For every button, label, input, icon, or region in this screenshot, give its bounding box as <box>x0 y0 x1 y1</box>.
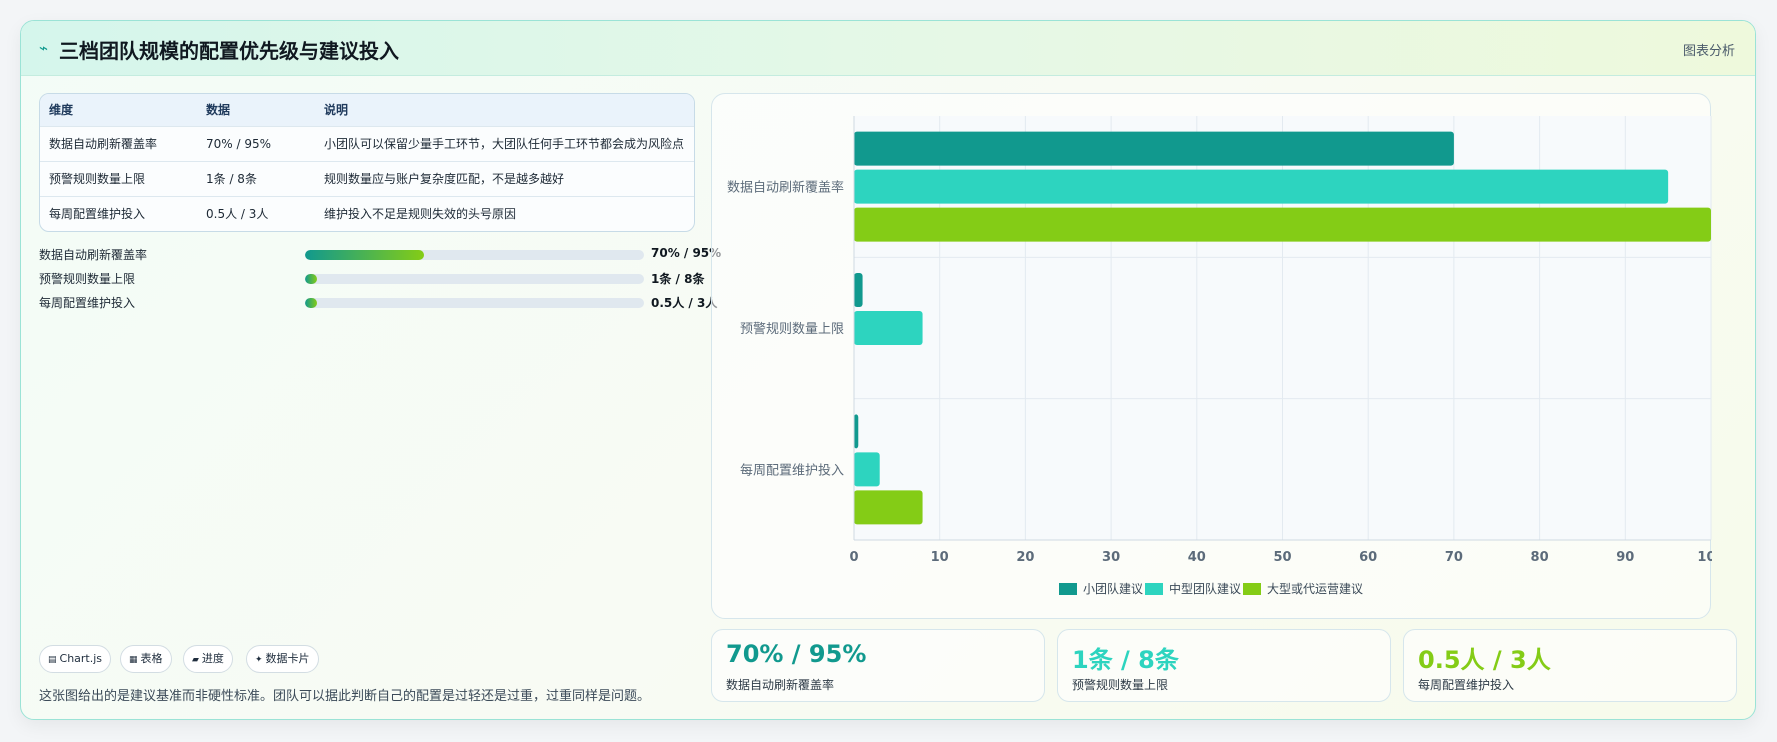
page-title: 三档团队规模的配置优先级与建议投入 <box>59 39 399 63</box>
x-tick-label: 60 <box>1359 550 1377 565</box>
table-cell: 1条 / 8条 <box>197 160 315 196</box>
progress-icon: ▰ <box>192 655 199 665</box>
stat-card: 70% / 95% 数据自动刷新覆盖率 <box>711 629 1045 702</box>
table-header-row: 维度 数据 说明 <box>40 94 694 126</box>
stat-label: 预警规则数量上限 <box>1072 678 1169 692</box>
stat-value: 70% / 95% <box>726 640 867 668</box>
progress-row: 预警规则数量上限 1条 / 8条 <box>39 269 704 287</box>
bar <box>854 490 923 525</box>
x-tick-label: 100 <box>1697 550 1712 565</box>
progress-track <box>305 274 644 284</box>
progress-fill <box>305 274 317 284</box>
bar <box>854 414 859 449</box>
progress-fill <box>305 250 424 260</box>
stat-label: 每周配置维护投入 <box>1418 678 1515 692</box>
table-row: 数据自动刷新覆盖率 70% / 95% 小团队可以保留少量手工环节，大团队任何手… <box>40 125 694 161</box>
chip-chartjs[interactable]: ▤ Chart.js <box>39 645 112 673</box>
progress-label: 预警规则数量上限 <box>39 272 136 286</box>
chip-progress[interactable]: ▰ 进度 <box>183 645 233 673</box>
table-cell: 预警规则数量上限 <box>40 160 197 196</box>
chart-icon: ▤ <box>48 655 57 665</box>
column-header: 说明 <box>315 94 694 126</box>
progress-value: 0.5人 / 3人 <box>651 296 718 310</box>
legend-swatch <box>1243 583 1261 595</box>
progress-row: 数据自动刷新覆盖率 70% / 95% <box>39 245 721 263</box>
table-row: 预警规则数量上限 1条 / 8条 规则数量应与账户复杂度匹配，不是越多越好 <box>40 160 694 196</box>
chip-label: 表格 <box>140 652 163 665</box>
y-tick-label: 每周配置维护投入 <box>740 462 844 478</box>
stat-card: 0.5人 / 3人 每周配置维护投入 <box>1403 629 1737 702</box>
bar <box>854 273 863 307</box>
line-chart-icon: ⌁ <box>39 39 49 57</box>
x-tick-label: 10 <box>931 550 949 565</box>
legend-label: 大型或代运营建议 <box>1267 582 1363 596</box>
chip-label: 数据卡片 <box>265 652 310 665</box>
table-cell: 数据自动刷新覆盖率 <box>40 125 197 161</box>
chart-panel: 0 10 20 30 40 50 60 70 80 90 100 数据自动刷新覆盖率预警规则数量上限每… <box>711 93 1712 619</box>
x-tick-label: 70 <box>1445 550 1463 565</box>
table-cell: 70% / 95% <box>197 125 315 161</box>
x-tick-label: 20 <box>1016 550 1034 565</box>
table-cell: 小团队可以保留少量手工环节，大团队任何手工环节都会成为风险点 <box>315 125 694 161</box>
progress-track <box>305 298 644 308</box>
legend-swatch <box>1145 583 1163 595</box>
table-cell: 规则数量应与账户复杂度匹配，不是越多越好 <box>315 160 694 196</box>
progress-label: 每周配置维护投入 <box>39 296 136 310</box>
progress-track <box>305 250 644 260</box>
y-tick-label: 预警规则数量上限 <box>740 321 844 337</box>
chart-card: ⌁ 三档团队规模的配置优先级与建议投入 图表分析 维度 数据 说明 数据自动刷新… <box>20 20 1756 720</box>
table-cell: 每周配置维护投入 <box>40 195 197 231</box>
chip-label: Chart.js <box>59 652 103 665</box>
table-row: 每周配置维护投入 0.5人 / 3人 维护投入不足是规则失效的头号原因 <box>40 195 694 231</box>
chip-label: 进度 <box>201 652 224 665</box>
legend-label: 小团队建议 <box>1083 581 1143 596</box>
stat-value: 0.5人 / 3人 <box>1418 646 1551 674</box>
progress-row: 每周配置维护投入 0.5人 / 3人 <box>39 293 717 311</box>
column-header: 数据 <box>197 94 315 126</box>
bar <box>854 311 923 345</box>
bar <box>854 169 1669 204</box>
table-icon: ▦ <box>129 655 138 665</box>
legend-label: 中型团队建议 <box>1169 581 1241 596</box>
footnote: 这张图给出的是建议基准而非硬性标准。团队可以据此判断自己的配置是过轻还是过重，过… <box>39 689 651 704</box>
x-tick-label: 40 <box>1188 550 1206 565</box>
stat-card: 1条 / 8条 预警规则数量上限 <box>1057 629 1391 702</box>
y-tick-label: 数据自动刷新覆盖率 <box>727 180 844 196</box>
bar-chart: 0 10 20 30 40 50 60 70 80 90 100 数据自动刷新覆盖率预警规则数量上限每… <box>727 116 1712 596</box>
chip-data-card[interactable]: ✦ 数据卡片 <box>246 645 319 673</box>
data-table: 维度 数据 说明 数据自动刷新覆盖率 70% / 95% 小团队可以保留少量手工… <box>39 93 695 232</box>
legend-swatch <box>1059 583 1077 595</box>
column-header: 维度 <box>40 94 197 126</box>
progress-value: 1条 / 8条 <box>651 272 705 286</box>
table-cell: 0.5人 / 3人 <box>197 195 315 231</box>
progress-label: 数据自动刷新覆盖率 <box>39 248 148 262</box>
bar <box>854 452 880 487</box>
x-tick-label: 0 <box>849 550 858 565</box>
card-header: ⌁ 三档团队规模的配置优先级与建议投入 图表分析 <box>21 21 1755 76</box>
chart-analysis-link[interactable]: 图表分析 <box>1682 44 1735 59</box>
stat-value: 1条 / 8条 <box>1072 646 1179 674</box>
progress-fill <box>305 298 317 308</box>
x-tick-label: 90 <box>1616 550 1634 565</box>
chip-table[interactable]: ▦ 表格 <box>120 645 172 673</box>
x-tick-label: 80 <box>1531 550 1549 565</box>
bar <box>854 207 1711 242</box>
x-tick-label: 30 <box>1102 550 1120 565</box>
sparkle-icon: ✦ <box>255 655 263 665</box>
bar <box>854 131 1454 166</box>
stat-label: 数据自动刷新覆盖率 <box>726 678 835 692</box>
progress-value: 70% / 95% <box>651 246 722 260</box>
x-tick-label: 50 <box>1273 550 1291 565</box>
table-cell: 维护投入不足是规则失效的头号原因 <box>315 195 694 231</box>
